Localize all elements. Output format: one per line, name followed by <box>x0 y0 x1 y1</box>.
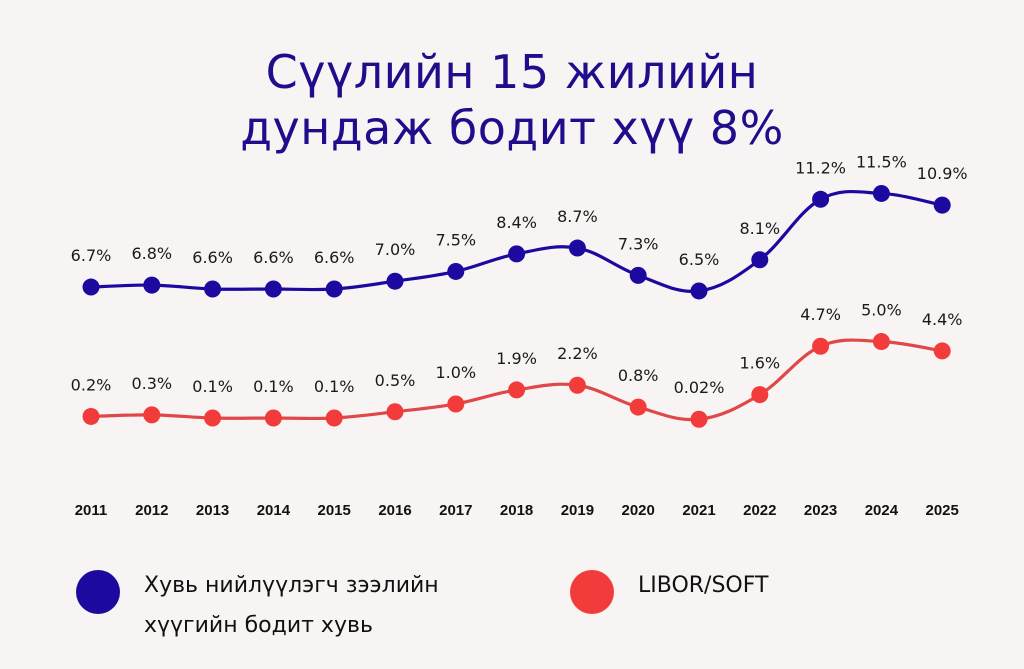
x-tick-label-2022: 2022 <box>743 502 776 519</box>
data-point-0-2014 <box>264 280 282 298</box>
data-label-1-2015: 0.1% <box>314 377 355 396</box>
x-tick-label-2016: 2016 <box>378 502 411 519</box>
data-point-0-2025 <box>933 196 951 214</box>
data-point-1-2019 <box>568 376 586 394</box>
data-label-0-2025: 10.9% <box>917 164 968 183</box>
data-point-1-2011 <box>82 407 100 425</box>
legend-label-line-1: LIBOR/SOFT <box>638 573 769 598</box>
data-label-0-2019: 8.7% <box>557 207 598 226</box>
data-label-0-2021: 6.5% <box>679 250 720 269</box>
data-label-0-2020: 7.3% <box>618 234 659 253</box>
data-point-0-2015 <box>325 280 343 298</box>
data-point-1-2024 <box>872 333 890 351</box>
data-point-1-2025 <box>933 342 951 360</box>
data-label-1-2020: 0.8% <box>618 366 659 385</box>
data-point-1-2018 <box>508 381 526 399</box>
data-point-0-2016 <box>386 272 404 290</box>
data-label-0-2022: 8.1% <box>739 219 780 238</box>
data-point-0-2019 <box>568 239 586 257</box>
legend-label-line-2: хүүгийн бодит хувь <box>144 613 373 638</box>
data-label-0-2024: 11.5% <box>856 152 907 171</box>
data-label-1-2019: 2.2% <box>557 344 598 363</box>
x-tick-label-2020: 2020 <box>622 502 655 519</box>
data-point-0-2017 <box>447 262 465 280</box>
legend-item-libor-soft: LIBOR/SOFT <box>570 566 768 614</box>
data-point-0-2024 <box>872 184 890 202</box>
x-tick-label-2018: 2018 <box>500 502 533 519</box>
chart-title-line-2: дундаж бодит хүү 8% <box>240 101 784 155</box>
data-label-0-2016: 7.0% <box>375 240 416 259</box>
data-point-0-2018 <box>508 245 526 263</box>
data-label-1-2021: 0.02% <box>674 378 725 397</box>
data-label-1-2018: 1.9% <box>496 349 537 368</box>
data-point-1-2022 <box>751 386 769 404</box>
data-label-1-2012: 0.3% <box>131 374 172 393</box>
data-label-0-2013: 6.6% <box>192 248 233 267</box>
x-tick-label-2017: 2017 <box>439 502 472 519</box>
x-tick-label-2014: 2014 <box>257 502 291 519</box>
x-tick-label-2013: 2013 <box>196 502 229 519</box>
data-point-1-2016 <box>386 403 404 421</box>
data-point-0-2023 <box>812 190 830 208</box>
data-label-0-2023: 11.2% <box>795 158 846 177</box>
data-label-0-2017: 7.5% <box>435 230 476 249</box>
x-tick-label-2015: 2015 <box>318 502 351 519</box>
data-point-0-2022 <box>751 251 769 269</box>
data-label-1-2017: 1.0% <box>435 363 476 382</box>
chart-title-line-1: Сүүлийн 15 жилийн <box>265 45 759 99</box>
data-label-1-2022: 1.6% <box>739 354 780 373</box>
data-label-1-2013: 0.1% <box>192 377 233 396</box>
data-point-0-2013 <box>204 280 222 298</box>
x-tick-label-2025: 2025 <box>926 502 959 519</box>
data-point-1-2020 <box>629 398 647 416</box>
data-point-0-2021 <box>690 282 708 300</box>
data-point-1-2013 <box>204 409 222 427</box>
legend-label-line-1: Хувь нийлүүлэгч зээлийн <box>144 573 439 598</box>
data-label-0-2011: 6.7% <box>71 246 112 265</box>
legend-item-supplier-rate: Хувь нийлүүлэгч зээлийн хүүгийн бодит ху… <box>76 566 439 646</box>
data-label-0-2018: 8.4% <box>496 213 537 232</box>
data-point-1-2014 <box>264 409 282 427</box>
chart-title: Сүүлийн 15 жилийн дундаж бодит хүү 8% <box>0 44 1024 156</box>
data-label-0-2012: 6.8% <box>131 244 172 263</box>
legend-label-supplier-rate: Хувь нийлүүлэгч зээлийн хүүгийн бодит ху… <box>144 566 439 646</box>
data-point-1-2023 <box>812 337 830 355</box>
data-label-1-2023: 4.7% <box>800 305 841 324</box>
data-point-1-2021 <box>690 410 708 428</box>
legend-marker-blue <box>76 570 120 614</box>
data-point-1-2015 <box>325 409 343 427</box>
legend-label-libor-soft: LIBOR/SOFT <box>638 566 768 606</box>
series-line-0 <box>89 189 944 294</box>
x-tick-label-2011: 2011 <box>75 502 108 519</box>
x-tick-label-2021: 2021 <box>682 502 715 519</box>
data-point-0-2012 <box>143 276 161 294</box>
data-label-1-2014: 0.1% <box>253 377 294 396</box>
x-tick-label-2024: 2024 <box>865 502 899 519</box>
data-label-0-2015: 6.6% <box>314 248 355 267</box>
data-point-0-2011 <box>82 278 100 296</box>
data-label-1-2025: 4.4% <box>922 310 963 329</box>
x-tick-label-2019: 2019 <box>561 502 594 519</box>
data-label-1-2011: 0.2% <box>71 375 112 394</box>
data-point-1-2012 <box>143 406 161 424</box>
data-label-0-2014: 6.6% <box>253 248 294 267</box>
data-label-1-2024: 5.0% <box>861 301 902 320</box>
x-tick-label-2012: 2012 <box>135 502 168 519</box>
data-point-1-2017 <box>447 395 465 413</box>
data-point-0-2020 <box>629 266 647 284</box>
data-label-1-2016: 0.5% <box>375 371 416 390</box>
x-tick-label-2023: 2023 <box>804 502 837 519</box>
legend-marker-red <box>570 570 614 614</box>
